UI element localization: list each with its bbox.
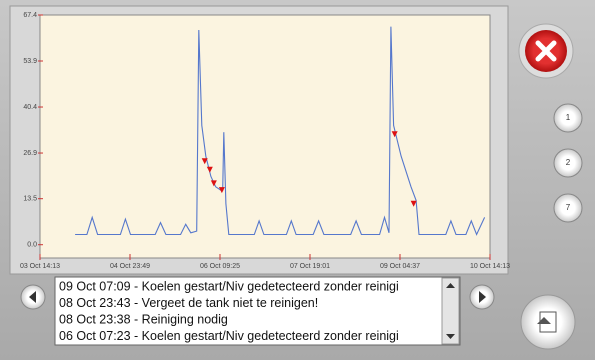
y-tick-label: 26.9 xyxy=(23,150,37,157)
y-tick-label: 67.4 xyxy=(23,12,37,19)
next-icon xyxy=(479,291,486,303)
plot-area xyxy=(39,14,491,259)
channel-button-label[interactable]: 1 xyxy=(566,113,571,122)
close-icon xyxy=(535,40,557,62)
y-tick-label: 0.0 xyxy=(27,242,37,249)
channel-button[interactable] xyxy=(553,193,583,223)
event-marker xyxy=(201,158,208,165)
prev-icon xyxy=(29,291,36,303)
event-marker xyxy=(210,180,217,187)
channel-button-label[interactable]: 7 xyxy=(566,203,571,212)
event-marker xyxy=(218,187,225,194)
event-marker xyxy=(410,200,417,207)
export-arrow xyxy=(537,317,551,324)
x-tick-label: 10 Oct 14:13 xyxy=(470,263,510,270)
log-list: 09 Oct 07:09 - Koelen gestart/Niv gedete… xyxy=(59,279,399,343)
scrollbar[interactable] xyxy=(441,277,460,345)
channel-button[interactable] xyxy=(553,148,583,178)
x-tick-label: 06 Oct 09:25 xyxy=(200,263,240,270)
channel-button-label[interactable]: 2 xyxy=(566,158,571,167)
log-entry[interactable]: 08 Oct 23:38 - Reiniging nodig xyxy=(59,312,228,326)
data-line xyxy=(75,26,486,236)
event-marker xyxy=(206,166,213,173)
y-tick-label: 53.9 xyxy=(23,58,37,65)
log-entry[interactable]: 08 Oct 23:43 - Vergeet de tank niet te r… xyxy=(59,296,318,310)
y-tick-label: 13.5 xyxy=(23,196,37,203)
event-marker xyxy=(391,131,398,138)
x-tick-label: 07 Oct 19:01 xyxy=(290,263,330,270)
x-tick-label: 03 Oct 14:13 xyxy=(20,263,60,270)
y-tick-label: 40.4 xyxy=(23,104,37,111)
channel-button[interactable] xyxy=(553,103,583,133)
log-entry[interactable]: 06 Oct 07:23 - Koelen gestart/Niv gedete… xyxy=(59,329,399,343)
log-entry[interactable]: 09 Oct 07:09 - Koelen gestart/Niv gedete… xyxy=(59,279,399,293)
log-box xyxy=(54,276,461,346)
x-tick-label: 04 Oct 23:49 xyxy=(110,263,150,270)
x-tick-label: 09 Oct 04:37 xyxy=(380,263,420,270)
